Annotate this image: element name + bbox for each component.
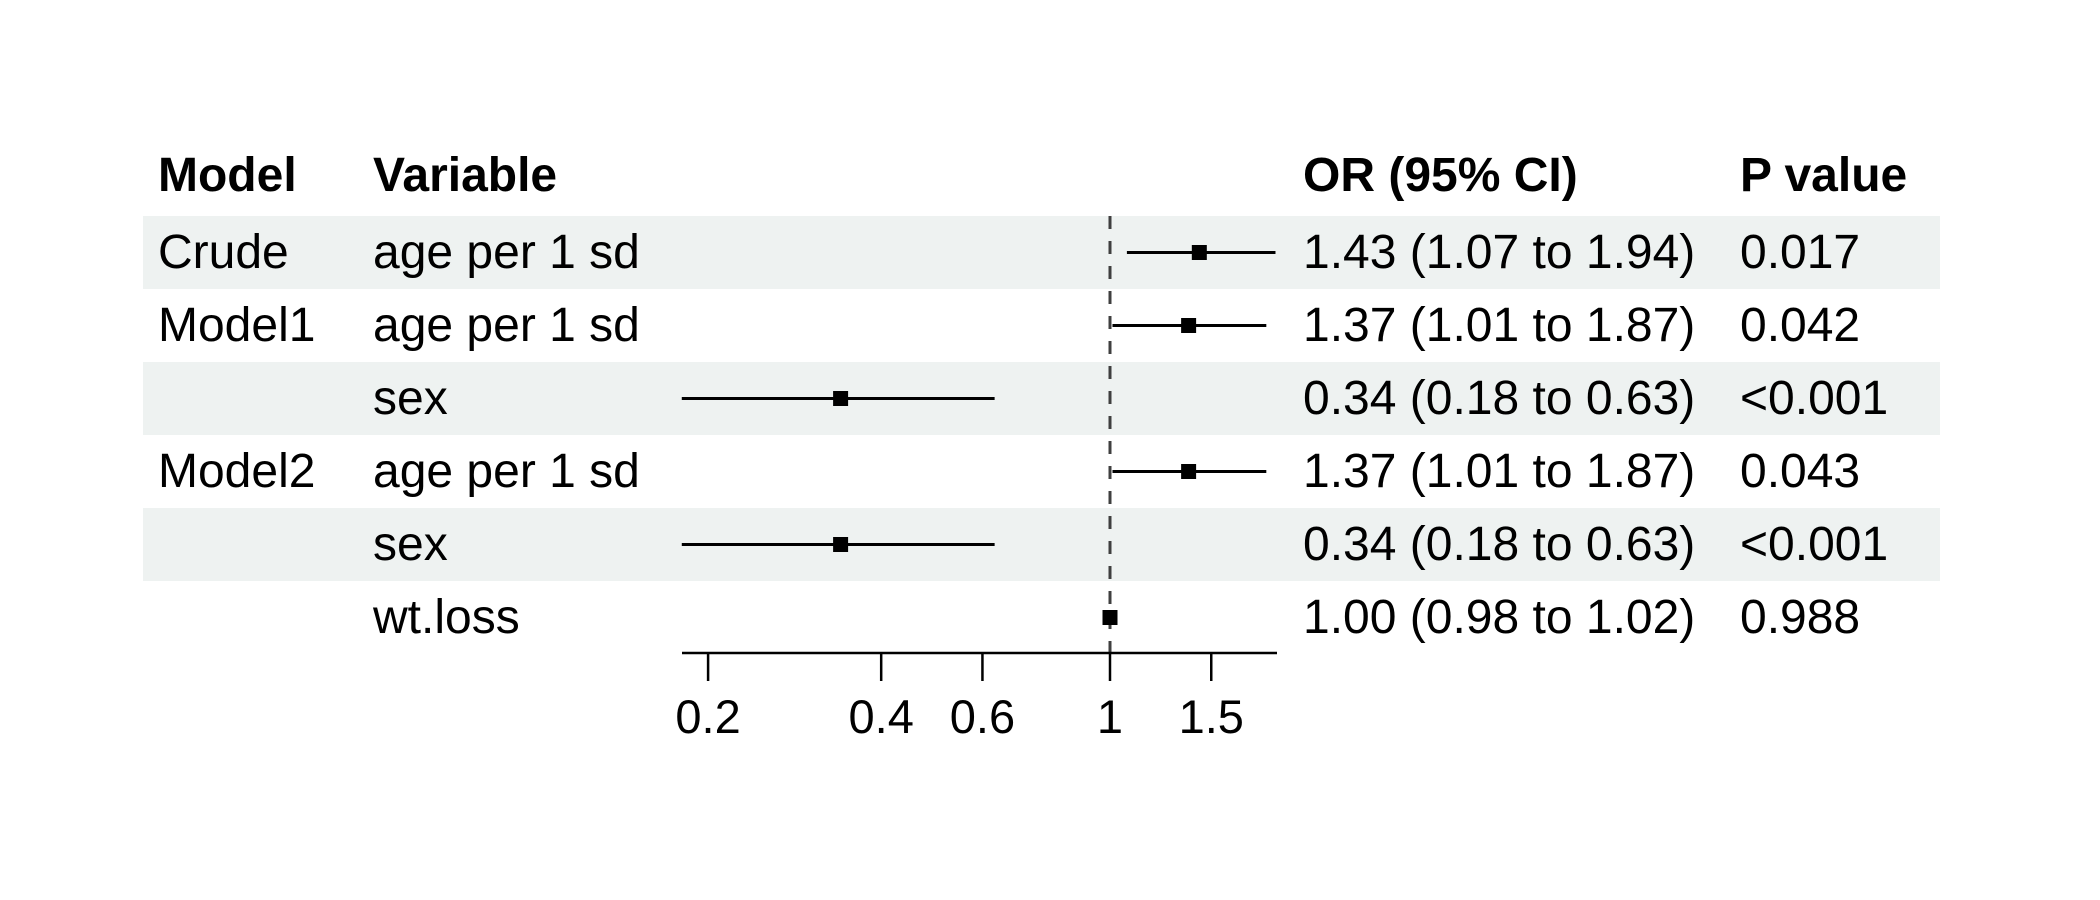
point-estimate-marker (1181, 318, 1197, 333)
cell-model: Model1 (158, 298, 316, 352)
cell-variable: age per 1 sd (373, 298, 640, 352)
x-axis-tick-label: 1 (1097, 690, 1123, 743)
row-stripe (143, 508, 1940, 581)
column-header-or-ci: OR (95% CI) (1303, 149, 1578, 202)
row-stripe (143, 216, 1940, 289)
cell-model: Crude (158, 225, 289, 279)
cell-variable: age per 1 sd (373, 444, 640, 498)
cell-or-ci: 1.43 (1.07 to 1.94) (1303, 225, 1696, 279)
cell-p-value: 0.988 (1740, 590, 1861, 644)
cell-model: Model2 (158, 444, 316, 498)
cell-variable: wt.loss (373, 590, 520, 644)
cell-or-ci: 0.34 (0.18 to 0.63) (1303, 517, 1696, 571)
cell-p-value: 0.017 (1740, 225, 1861, 279)
cell-or-ci: 0.34 (0.18 to 0.63) (1303, 371, 1696, 425)
x-axis-tick-label: 1.5 (1179, 690, 1244, 743)
column-header-p-value: P value (1740, 149, 1908, 202)
point-estimate-marker (1181, 464, 1197, 479)
cell-or-ci: 1.37 (1.01 to 1.87) (1303, 444, 1696, 498)
point-estimate-marker (1102, 610, 1118, 625)
cell-p-value: <0.001 (1740, 371, 1889, 425)
column-header-model: Model (158, 149, 297, 202)
cell-p-value: <0.001 (1740, 517, 1889, 571)
point-estimate-marker (833, 391, 849, 406)
x-axis-tick-label: 0.6 (950, 690, 1015, 743)
x-axis-tick-label: 0.4 (849, 690, 914, 743)
point-estimate-marker (833, 537, 849, 552)
cell-variable: age per 1 sd (373, 225, 640, 279)
cell-p-value: 0.043 (1740, 444, 1861, 498)
cell-or-ci: 1.00 (0.98 to 1.02) (1303, 590, 1696, 644)
cell-p-value: 0.042 (1740, 298, 1861, 352)
column-header-variable: Variable (373, 149, 558, 202)
x-axis-tick-label: 0.2 (675, 690, 740, 743)
point-estimate-marker (1191, 245, 1207, 260)
row-stripe (143, 362, 1940, 435)
cell-variable: sex (373, 371, 448, 425)
cell-or-ci: 1.37 (1.01 to 1.87) (1303, 298, 1696, 352)
cell-variable: sex (373, 517, 448, 571)
